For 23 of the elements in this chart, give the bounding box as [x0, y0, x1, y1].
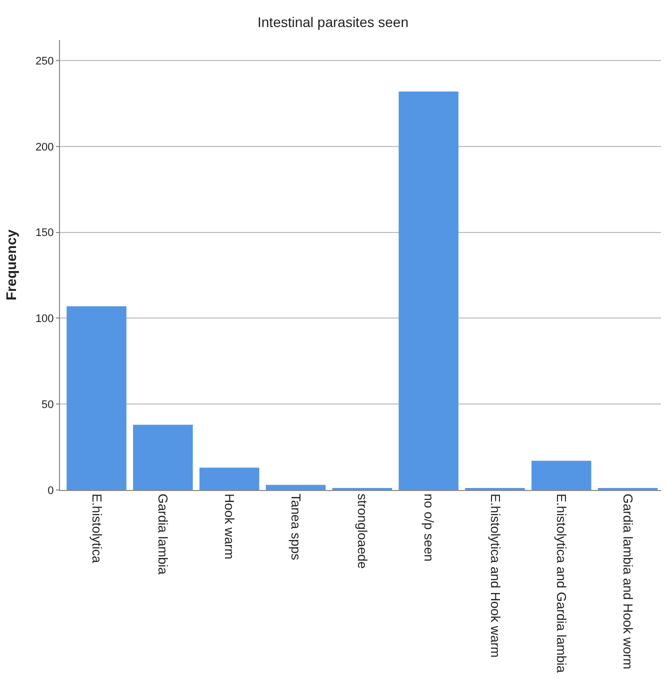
y-axis-title: Frequency: [3, 229, 20, 300]
x-tick-label: Gardia lambia and Hook worm: [620, 494, 636, 670]
y-tick-label: 200: [35, 141, 54, 154]
bar: [199, 468, 260, 490]
x-tick-label: E.histolytica and Hook warm: [488, 494, 503, 658]
bar: [133, 424, 193, 490]
bar: [266, 484, 326, 490]
x-tick-label: no o/p seen: [421, 494, 436, 562]
bar: [398, 92, 458, 490]
x-tick-label: E.histolytica: [89, 494, 104, 564]
bar: [66, 306, 126, 490]
y-tick-label: 100: [35, 313, 54, 326]
y-tick-label: 0: [48, 484, 54, 497]
x-tick-label: Gardia lambia: [156, 494, 171, 576]
x-tick-label: E.histolytica and Gardia lambia: [554, 494, 570, 674]
chart-title: Intestinal parasites seen: [258, 14, 408, 30]
x-tick-label: Tanea spps: [288, 494, 304, 561]
bar: [532, 460, 592, 490]
y-tick-label: 50: [42, 398, 54, 411]
y-tick-label: 250: [35, 55, 54, 68]
x-tick-label: strongloaede: [354, 494, 370, 569]
y-tick-label: 150: [35, 227, 54, 240]
x-tick-label: Hook warm: [222, 494, 238, 560]
